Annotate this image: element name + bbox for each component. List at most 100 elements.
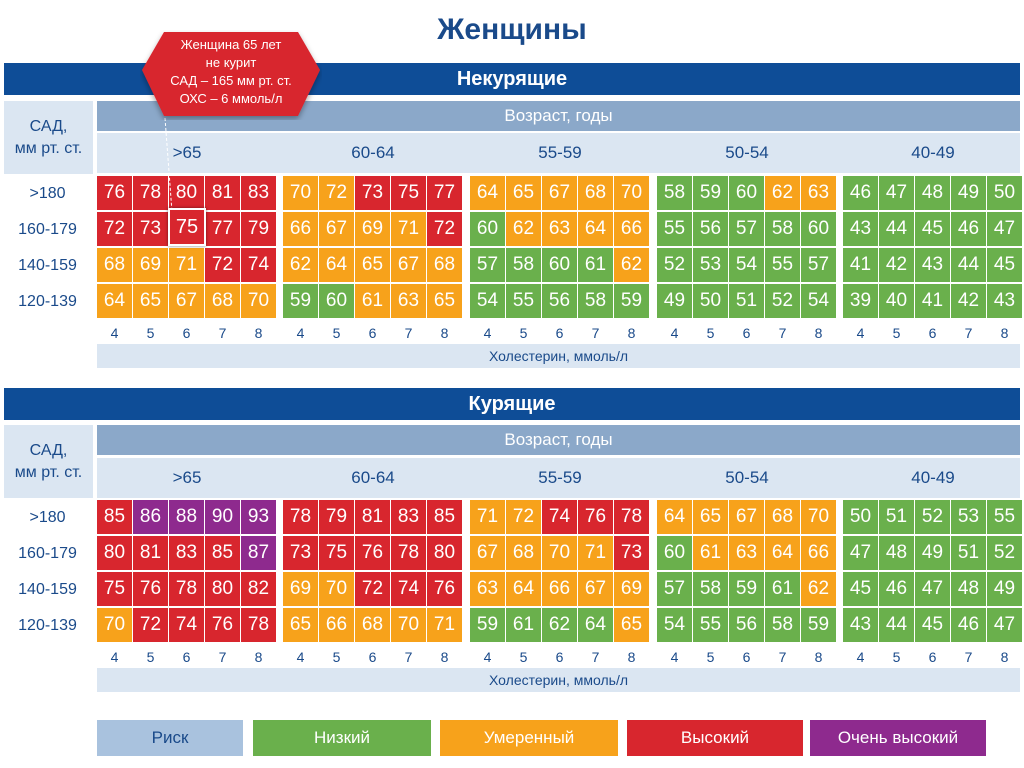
risk-cell: 76 [578,500,613,534]
risk-cell: 58 [657,176,692,210]
cholesterol-tick: 5 [519,649,528,665]
risk-cell: 62 [765,176,800,210]
risk-cell: 57 [729,212,764,246]
cholesterol-tick: 6 [182,325,191,341]
cholesterol-tick: 5 [892,325,901,341]
legend-item: Умеренный [440,720,618,756]
risk-cell: 58 [693,572,728,606]
sbp-row-label: 120-139 [18,617,77,634]
age-group-label: 40-49 [911,468,955,487]
risk-cell: 42 [879,248,914,282]
risk-cell: 64 [657,500,692,534]
risk-cell: 80 [205,572,240,606]
cholesterol-tick: 8 [254,649,263,665]
risk-cell: 75 [391,176,426,210]
sbp-row-label: >180 [29,509,66,526]
risk-cell: 69 [355,212,390,246]
risk-cell: 59 [614,284,649,318]
callout-line: ОХС – 6 ммоль/л [179,91,283,106]
age-group-label: 55-59 [538,468,582,487]
risk-cell: 55 [506,284,541,318]
risk-cell: 55 [987,500,1022,534]
cholesterol-tick: 4 [483,325,492,341]
risk-cell: 67 [391,248,426,282]
cholesterol-tick: 8 [440,649,449,665]
risk-cell: 71 [391,212,426,246]
risk-cell: 47 [915,572,950,606]
risk-cell: 64 [319,248,354,282]
sbp-header-line2: мм рт. ст. [14,139,83,157]
cholesterol-tick: 6 [555,649,564,665]
risk-cell: 60 [657,536,692,570]
risk-cell: 65 [427,284,462,318]
risk-cell: 73 [355,176,390,210]
risk-cell: 67 [729,500,764,534]
cholesterol-tick: 5 [146,325,155,341]
cholesterol-tick: 8 [814,325,823,341]
cholesterol-tick: 7 [218,325,227,341]
risk-cell: 55 [693,608,728,642]
age-group-label: >65 [172,468,202,487]
risk-cell: 43 [843,608,878,642]
sbp-header-line1: САД, [29,441,68,459]
risk-cell: 40 [879,284,914,318]
risk-cell: 71 [470,500,505,534]
risk-cell: 72 [427,212,462,246]
age-group-label: 60-64 [351,468,395,487]
risk-cell: 70 [614,176,649,210]
risk-cell: 72 [319,176,354,210]
risk-cell: 65 [506,176,541,210]
age-header: Возраст, годы [97,425,1020,455]
risk-cell: 59 [801,608,836,642]
risk-cell: 83 [169,536,204,570]
risk-cell: 59 [283,284,318,318]
risk-cell: 54 [657,608,692,642]
cholesterol-tick: 7 [964,325,973,341]
cholesterol-tick: 5 [332,649,341,665]
risk-cell: 61 [693,536,728,570]
risk-cell: 61 [355,284,390,318]
callout-text: Женщина 65 лет не курит САД – 165 мм рт.… [140,36,322,108]
risk-cell: 78 [133,176,168,210]
sbp-row-label: >180 [29,185,66,202]
risk-cell: 68 [578,176,613,210]
risk-cell: 43 [987,284,1022,318]
sbp-header: САД, мм рт. ст. [4,425,93,498]
legend-item: Риск [97,720,243,756]
risk-cell: 66 [319,608,354,642]
risk-cell: 52 [657,248,692,282]
risk-cell: 44 [879,608,914,642]
risk-cell: 55 [657,212,692,246]
cholesterol-tick: 7 [591,649,600,665]
age-group-label: 50-54 [725,143,769,162]
sbp-header-line1: САД, [29,117,68,135]
risk-cell: 71 [578,536,613,570]
risk-cell: 78 [169,572,204,606]
risk-cell: 44 [879,212,914,246]
cholesterol-tick: 8 [627,325,636,341]
risk-cell: 72 [205,248,240,282]
risk-cell: 49 [987,572,1022,606]
risk-cell: 63 [542,212,577,246]
sbp-header-line2: мм рт. ст. [14,463,83,481]
risk-cell: 66 [801,536,836,570]
cholesterol-tick: 6 [368,325,377,341]
risk-cell: 73 [133,212,168,246]
risk-cell: 58 [578,284,613,318]
cholesterol-tick: 8 [814,649,823,665]
risk-cell: 70 [97,608,132,642]
risk-cell: 60 [801,212,836,246]
cholesterol-tick: 7 [591,325,600,341]
risk-cell: 70 [319,572,354,606]
risk-cell: 68 [506,536,541,570]
risk-cell: 76 [97,176,132,210]
legend-item: Высокий [627,720,803,756]
risk-cell: 67 [470,536,505,570]
risk-cell: 46 [951,212,986,246]
risk-cell: 64 [578,608,613,642]
risk-cell: 43 [843,212,878,246]
risk-cell: 49 [657,284,692,318]
risk-cell: 71 [169,248,204,282]
risk-cell: 76 [133,572,168,606]
risk-cell: 48 [915,176,950,210]
